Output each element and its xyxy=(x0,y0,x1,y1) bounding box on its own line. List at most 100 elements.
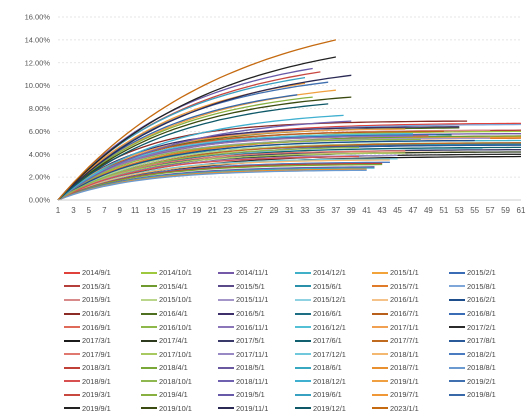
legend-swatch xyxy=(372,271,388,274)
legend-item: 2019/7/1 xyxy=(372,389,449,401)
legend-swatch xyxy=(64,380,80,383)
series-line xyxy=(57,139,475,201)
y-tick-label: 2.00% xyxy=(29,173,51,182)
legend-label: 2016/7/1 xyxy=(390,309,419,319)
legend-swatch xyxy=(295,380,311,383)
legend-item: 2018/8/1 xyxy=(449,362,526,374)
legend-swatch xyxy=(295,271,311,274)
legend-swatch xyxy=(449,339,465,342)
legend-swatch xyxy=(295,285,311,288)
legend-item: 2016/11/1 xyxy=(218,321,295,333)
legend-item: 2019/5/1 xyxy=(218,389,295,401)
legend-swatch xyxy=(64,285,80,288)
series-line xyxy=(57,96,352,201)
legend-item: 2019/11/1 xyxy=(218,402,295,414)
legend-swatch xyxy=(218,407,234,410)
legend-label: 2018/5/1 xyxy=(236,363,265,373)
legend-label: 2018/11/1 xyxy=(236,376,269,386)
series-line xyxy=(57,103,329,201)
legend-swatch xyxy=(295,353,311,356)
line-chart: 0.00% 2.00% 4.00% 6.00% 8.00% 10.00% 12.00% 14.… xyxy=(25,13,526,216)
legend-swatch xyxy=(64,271,80,274)
legend-item: 2017/6/1 xyxy=(295,335,372,347)
legend-label: 2017/3/1 xyxy=(82,336,111,346)
legend-swatch xyxy=(141,271,157,274)
y-tick-label: 4.00% xyxy=(29,150,51,159)
legend-item: 2018/3/1 xyxy=(64,362,141,374)
legend-label: 2019/6/1 xyxy=(313,390,342,400)
legend-swatch xyxy=(449,326,465,329)
legend-swatch xyxy=(295,326,311,329)
legend-item: 2019/1/1 xyxy=(372,375,449,387)
legend-label: 2017/10/1 xyxy=(159,349,192,359)
legend-item: 2014/12/1 xyxy=(295,267,372,279)
legend-label: 2016/1/1 xyxy=(390,295,419,305)
series-line xyxy=(57,67,313,201)
legend-label: 2017/12/1 xyxy=(313,349,346,359)
series-line xyxy=(57,96,313,201)
legend-item: 2017/10/1 xyxy=(141,348,218,360)
legend-item: 2017/1/1 xyxy=(372,321,449,333)
legend-label: 2015/8/1 xyxy=(467,281,496,291)
x-tick-label: 23 xyxy=(223,206,232,215)
legend-item: 2023/1/1 xyxy=(372,402,449,414)
legend-label: 2018/3/1 xyxy=(82,363,111,373)
legend-swatch xyxy=(372,380,388,383)
legend-swatch xyxy=(449,380,465,383)
x-tick-label: 25 xyxy=(239,206,248,215)
legend-label: 2016/12/1 xyxy=(313,322,346,332)
legend-item: 2016/8/1 xyxy=(449,308,526,320)
legend-swatch xyxy=(372,393,388,396)
legend-swatch xyxy=(64,312,80,315)
y-tick-label: 8.00% xyxy=(29,104,51,113)
x-tick-label: 9 xyxy=(118,206,123,215)
series-line xyxy=(57,152,406,201)
legend-item: 2018/7/1 xyxy=(372,362,449,374)
legend-item: 2015/8/1 xyxy=(449,281,526,293)
legend-item: 2017/3/1 xyxy=(64,335,141,347)
legend-swatch xyxy=(141,285,157,288)
legend-label: 2015/9/1 xyxy=(82,295,111,305)
legend-label: 2019/8/1 xyxy=(467,390,496,400)
legend: 2014/9/1 2014/10/1 2014/11/1 2014/12/1 2015/… xyxy=(64,267,526,415)
legend-label: 2014/12/1 xyxy=(313,268,346,278)
legend-label: 2019/11/1 xyxy=(236,403,269,413)
series-line xyxy=(57,39,336,201)
x-tick-label: 45 xyxy=(393,206,402,215)
legend-item: 2014/9/1 xyxy=(64,267,141,279)
legend-swatch xyxy=(295,339,311,342)
legend-item: 2018/10/1 xyxy=(141,375,218,387)
legend-item: 2019/6/1 xyxy=(295,389,372,401)
legend-label: 2017/2/1 xyxy=(467,322,496,332)
series-lines xyxy=(57,39,522,201)
legend-swatch xyxy=(295,393,311,396)
series-line xyxy=(57,138,421,201)
legend-swatch xyxy=(218,271,234,274)
legend-swatch xyxy=(64,298,80,301)
legend-item: 2015/12/1 xyxy=(295,294,372,306)
legend-label: 2018/7/1 xyxy=(390,363,419,373)
legend-label: 2016/8/1 xyxy=(467,309,496,319)
legend-swatch xyxy=(295,407,311,410)
legend-label: 2018/10/1 xyxy=(159,376,192,386)
x-tick-label: 13 xyxy=(146,206,155,215)
legend-item: 2015/3/1 xyxy=(64,281,141,293)
legend-label: 2018/2/1 xyxy=(467,349,496,359)
series-line xyxy=(57,56,336,201)
legend-item: 2015/5/1 xyxy=(218,281,295,293)
legend-label: 2015/12/1 xyxy=(313,295,346,305)
series-line xyxy=(57,135,414,201)
legend-item: 2015/7/1 xyxy=(372,281,449,293)
legend-item: 2015/9/1 xyxy=(64,294,141,306)
legend-item: 2019/8/1 xyxy=(449,389,526,401)
legend-label: 2019/5/1 xyxy=(236,390,265,400)
y-tick-label: 10.00% xyxy=(25,81,51,90)
legend-swatch xyxy=(295,366,311,369)
legend-item: 2018/4/1 xyxy=(141,362,218,374)
legend-item: 2019/9/1 xyxy=(64,402,141,414)
legend-swatch xyxy=(141,380,157,383)
legend-item: 2019/2/1 xyxy=(449,375,526,387)
x-tick-label: 31 xyxy=(285,206,294,215)
legend-item: 2016/3/1 xyxy=(64,308,141,320)
legend-item: 2016/2/1 xyxy=(449,294,526,306)
